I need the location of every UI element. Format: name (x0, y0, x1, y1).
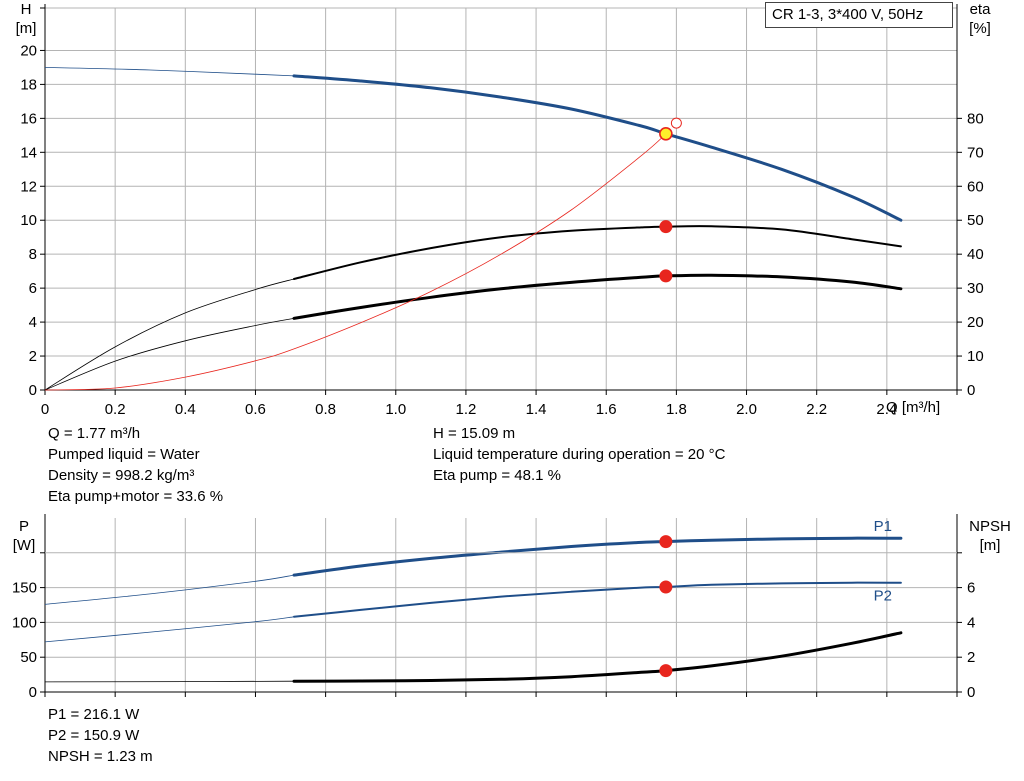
bottom-series-P1-thin (44, 574, 295, 605)
top-series-eta_total-thick (292, 273, 903, 320)
info-temperature: Liquid temperature during operation = 20… (433, 446, 726, 463)
info-npsh: NPSH = 1.23 m (48, 748, 153, 765)
top-point-3 (659, 269, 673, 283)
top-xtick-label-8: 1.6 (596, 401, 617, 418)
top-xtick-label-3: 0.6 (245, 401, 266, 418)
top-xtick-label-11: 2.2 (806, 401, 827, 418)
top-ytick-left-label-3: 6 (29, 280, 37, 297)
top-series-eta_total-thin (44, 318, 295, 391)
top-ytick-right-label-4: 40 (967, 246, 984, 263)
top-ylabel-right-name: eta (969, 1, 991, 18)
top-point-2 (659, 220, 673, 234)
top-ytick-right-label-1: 10 (967, 348, 984, 365)
bottom-series-label-P2: P2 (874, 588, 892, 605)
info-p1: P1 = 216.1 W (48, 706, 140, 723)
top-ylabel-left-name: H (20, 1, 32, 18)
bottom-plot-area: 0 50 100 150 0 2 4 6 P1 P2 (12, 514, 975, 701)
bottom-info: P1 = 216.1 W P2 = 150.9 W NPSH = 1.23 m (48, 704, 153, 767)
bottom-series-NPSH-thin (44, 680, 295, 683)
top-plot-area: 0 2 4 6 8 10 12 14 16 18 20 0 10 20 30 40 50 60 70 80 0 0.2 0.… (20, 4, 984, 418)
info-density: Density = 998.2 kg/m³ (48, 467, 195, 484)
top-xtick-label-0: 0 (41, 401, 49, 418)
top-xtick-label-5: 1.0 (385, 401, 406, 418)
bottom-ylabel-right-unit: [m] (979, 537, 1001, 554)
top-ytick-right-label-7: 70 (967, 144, 984, 161)
top-xtick-label-10: 2.0 (736, 401, 757, 418)
chart-title: CR 1-3, 3*400 V, 50Hz (765, 2, 953, 28)
bottom-ytick-left-label-0: 0 (29, 684, 37, 701)
bottom-ylabel-right-name: NPSH (969, 518, 1011, 535)
top-xtick-label-2: 0.4 (175, 401, 196, 418)
info-flow: Q = 1.77 m³/h (48, 425, 141, 442)
top-ytick-right-label-6: 60 (967, 178, 984, 195)
top-series-eta_pump-thin (44, 278, 295, 391)
bottom-point-2 (659, 664, 673, 678)
top-series-eta_parabola (44, 133, 667, 391)
top-ytick-left-label-8: 16 (20, 110, 37, 127)
bottom-ytick-left-label-3: 150 (12, 580, 37, 597)
bottom-series-P2-thick (293, 581, 902, 618)
top-ylabel-left: H [m] (8, 0, 44, 38)
top-ytick-right-label-8: 80 (967, 110, 984, 127)
info-head: H = 15.09 m (433, 425, 516, 442)
top-ytick-left-label-10: 20 (20, 42, 37, 59)
top-series-H-thin (44, 67, 295, 77)
top-xtick-label-6: 1.2 (455, 401, 476, 418)
bottom-ytick-right-label-1: 2 (967, 649, 975, 666)
bottom-ylabel-left: P [W] (6, 517, 42, 555)
top-ytick-left-label-9: 18 (20, 76, 37, 93)
top-ytick-left-label-4: 8 (29, 246, 37, 263)
top-xtick-label-7: 1.4 (526, 401, 547, 418)
top-ylabel-right: eta [%] (960, 0, 1000, 38)
bottom-point-1 (659, 580, 673, 594)
info-eta-pump: Eta pump = 48.1 % (433, 467, 561, 484)
top-ytick-left-label-0: 0 (29, 382, 37, 399)
top-ylabel-right-unit: [%] (969, 20, 991, 37)
top-ytick-left-label-1: 2 (29, 348, 37, 365)
top-ylabel-left-unit: [m] (15, 20, 37, 37)
bottom-ytick-left-label-1: 50 (20, 649, 37, 666)
top-ytick-right-label-5: 50 (967, 212, 984, 229)
bottom-ytick-right-label-3: 6 (967, 580, 975, 597)
info-liquid: Pumped liquid = Water (48, 446, 200, 463)
top-xtick-label-1: 0.2 (105, 401, 126, 418)
top-series-H-thick (292, 74, 903, 222)
bottom-ytick-right-label-0: 0 (967, 684, 975, 701)
top-ytick-right-label-0: 0 (967, 382, 975, 399)
bottom-series-label-P1: P1 (874, 518, 892, 535)
top-ytick-left-label-7: 14 (20, 144, 37, 161)
bottom-ylabel-left-unit: [W] (12, 537, 36, 554)
bottom-series-P2-thin (44, 616, 295, 643)
top-ytick-right-label-2: 20 (967, 314, 984, 331)
info-p2: P2 = 150.9 W (48, 727, 140, 744)
top-ytick-left-label-6: 12 (20, 178, 37, 195)
bottom-ytick-right-label-2: 4 (967, 614, 975, 631)
top-xtick-label-12: 2.4 (876, 401, 897, 418)
top-xtick-label-4: 0.8 (315, 401, 336, 418)
bottom-series-P1-thick (292, 536, 903, 577)
bottom-series-NPSH-thick (292, 631, 903, 683)
bottom-ytick-left-label-2: 100 (12, 614, 37, 631)
bottom-ylabel-right: NPSH [m] (962, 517, 1018, 555)
top-xtick-label-9: 1.8 (666, 401, 687, 418)
top-ytick-left-label-5: 10 (20, 212, 37, 229)
top-ytick-left-label-2: 4 (29, 314, 37, 331)
top-point-eta-max (670, 117, 682, 129)
top-info-right: H = 15.09 m Liquid temperature during op… (433, 423, 725, 486)
info-eta-total: Eta pump+motor = 33.6 % (48, 488, 224, 505)
top-series-eta_pump-thick (293, 225, 902, 280)
bottom-grid (44, 518, 958, 693)
bottom-point-0 (659, 535, 673, 549)
bottom-ylabel-left-name: P (18, 518, 29, 535)
top-ytick-right-label-3: 30 (967, 280, 984, 297)
top-xlabel: Q [m³/h] (886, 399, 941, 416)
top-grid (44, 7, 958, 391)
top-info-left: Q = 1.77 m³/h Pumped liquid = Water Dens… (48, 423, 223, 507)
top-point-duty (659, 127, 673, 141)
